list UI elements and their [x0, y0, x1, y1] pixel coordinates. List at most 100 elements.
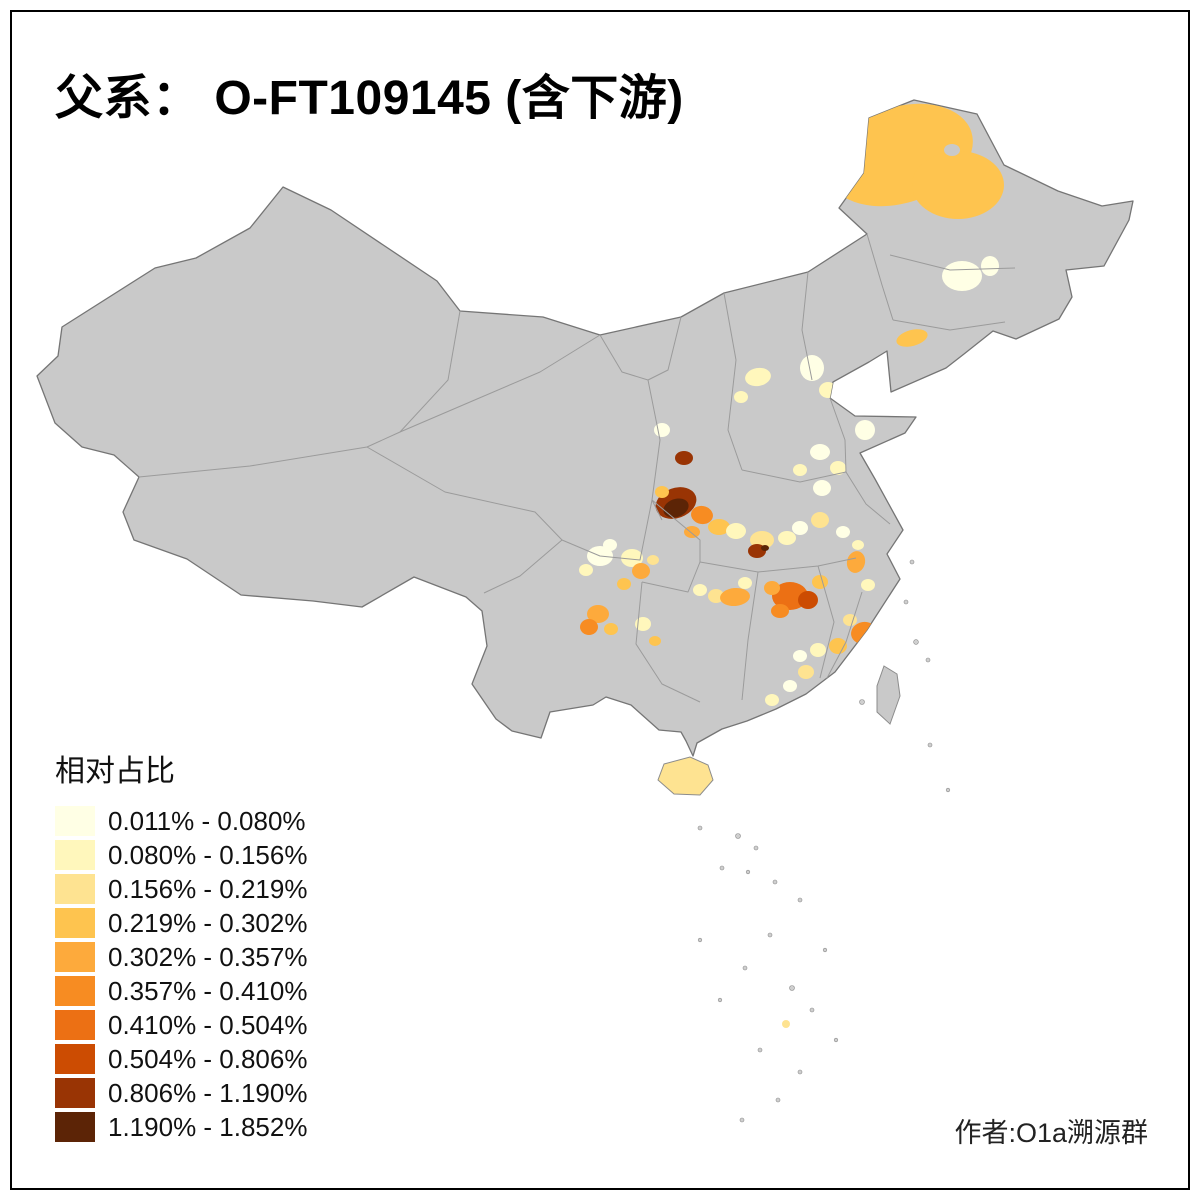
map-region: [604, 623, 618, 635]
island-dot: [767, 932, 773, 938]
island-dot: [822, 947, 828, 953]
map-region: [603, 539, 617, 551]
legend-row: 0.806% - 1.190%: [55, 1076, 307, 1110]
legend-row: 0.357% - 0.410%: [55, 974, 307, 1008]
map-region: [868, 631, 880, 641]
island-dot: [913, 639, 919, 645]
map-region: [635, 617, 651, 631]
map-region: [981, 256, 999, 276]
island-dot: [719, 865, 725, 871]
mainland-china-shape: [36, 99, 1134, 757]
map-region: [734, 391, 748, 403]
page-title: 父系： O-FT109145 (含下游): [55, 72, 684, 125]
author-credit: 作者:O1a溯源群: [954, 1118, 1148, 1148]
map-region: [587, 605, 609, 623]
map-region: [793, 464, 807, 476]
legend-swatch: [55, 1010, 95, 1040]
map-region: [738, 577, 752, 589]
legend-swatch: [55, 1078, 95, 1108]
map-region: [793, 650, 807, 662]
map-region: [691, 505, 713, 525]
map-region: [819, 382, 837, 398]
island-dot: [909, 559, 915, 565]
island-dot: [925, 657, 931, 663]
map-region: [810, 444, 830, 460]
map-region: [761, 545, 769, 551]
legend-label: 0.410% - 0.504%: [108, 1009, 308, 1040]
map-region: [944, 144, 960, 156]
island-dot: [735, 833, 741, 839]
legend-label: 0.156% - 0.219%: [108, 873, 308, 904]
map-region: [649, 636, 661, 646]
map-region: [764, 581, 780, 595]
map-region: [647, 555, 659, 565]
legend-row: 0.504% - 0.806%: [55, 1042, 307, 1076]
legend-rows: 0.011% - 0.080% 0.080% - 0.156% 0.156% - 0…: [55, 804, 307, 1144]
map-region: [798, 665, 814, 679]
legend: 相对占比 0.011% - 0.080% 0.080% - 0.156% 0.156…: [55, 746, 307, 1144]
colored-island-dot: [782, 1020, 790, 1028]
legend-row: 0.156% - 0.219%: [55, 872, 307, 906]
map-region: [726, 523, 746, 539]
map-region: [771, 604, 789, 618]
legend-row: 0.410% - 0.504%: [55, 1008, 307, 1042]
map-region: [792, 521, 808, 535]
island-dot: [775, 1097, 781, 1103]
legend-swatch: [55, 840, 95, 870]
legend-label: 0.357% - 0.410%: [108, 975, 308, 1006]
island-dot: [717, 997, 723, 1003]
map-region: [829, 638, 847, 654]
map-region: [632, 563, 650, 579]
map-region: [896, 329, 928, 347]
legend-label: 0.011% - 0.080%: [108, 805, 306, 836]
map-region: [708, 519, 730, 535]
small-islands: [697, 559, 951, 1123]
island-dot: [742, 965, 748, 971]
island-dot: [903, 599, 909, 605]
map-region: [778, 531, 796, 545]
island-dot: [757, 1047, 763, 1053]
map-region: [684, 526, 700, 538]
map-region: [663, 498, 689, 518]
map-region: [912, 151, 1004, 219]
island-dot: [745, 869, 751, 875]
map-region: [813, 480, 831, 496]
legend-row: 1.190% - 1.852%: [55, 1110, 307, 1144]
island-dot: [753, 845, 759, 851]
island-dot: [833, 1037, 839, 1043]
map-region: [800, 355, 824, 381]
map-region: [855, 420, 875, 440]
island-dot: [697, 825, 703, 831]
map-region: [830, 461, 846, 475]
island-dot: [739, 1117, 745, 1123]
legend-swatch: [55, 942, 95, 972]
island-dot: [809, 1007, 815, 1013]
map-region: [655, 486, 669, 498]
legend-row: 0.302% - 0.357%: [55, 940, 307, 974]
legend-row: 0.011% - 0.080%: [55, 804, 307, 838]
legend-title: 相对占比: [55, 755, 175, 788]
map-region: [846, 551, 866, 573]
map-region: [896, 540, 908, 556]
legend-swatch: [55, 1112, 95, 1142]
island-dot: [945, 787, 951, 793]
legend-label: 1.190% - 1.852%: [108, 1111, 308, 1142]
map-region: [693, 584, 707, 596]
map-region: [861, 579, 875, 591]
map-region: [745, 367, 771, 387]
island-dot: [927, 742, 933, 748]
map-region: [836, 526, 850, 538]
map-region: [675, 451, 693, 465]
legend-label: 0.080% - 0.156%: [108, 839, 308, 870]
island-dot: [859, 699, 865, 705]
legend-swatch: [55, 806, 95, 836]
legend-row: 0.219% - 0.302%: [55, 906, 307, 940]
map-region: [812, 575, 828, 589]
map-region: [811, 512, 829, 528]
map-region: [579, 564, 593, 576]
legend-row: 0.080% - 0.156%: [55, 838, 307, 872]
map-region: [617, 578, 631, 590]
island-dot: [797, 1069, 803, 1075]
legend-label: 0.219% - 0.302%: [108, 907, 308, 938]
